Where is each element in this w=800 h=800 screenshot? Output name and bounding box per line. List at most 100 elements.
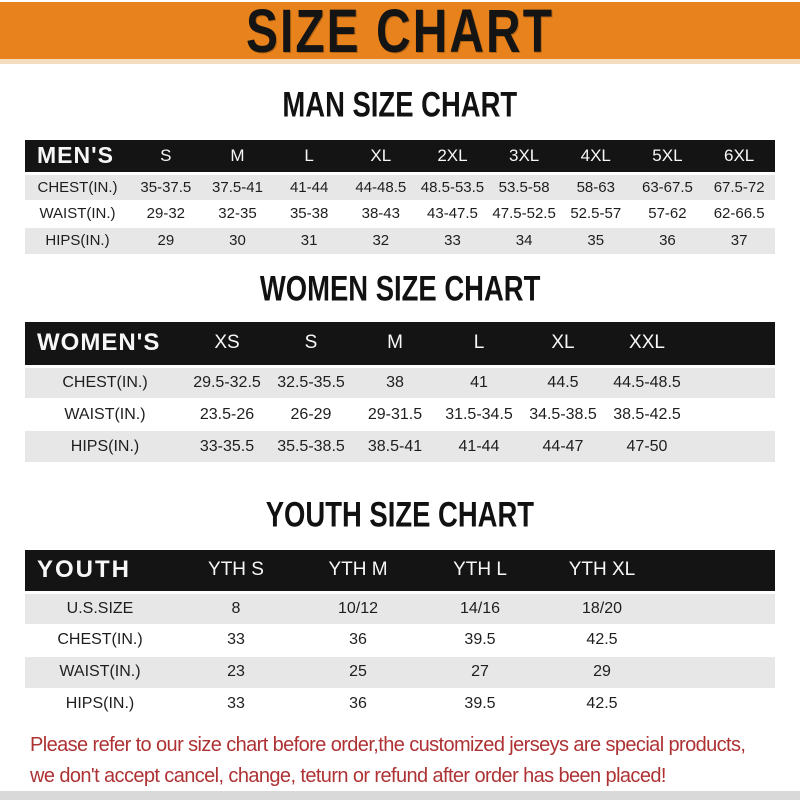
row-label: U.S.SIZE <box>25 592 175 625</box>
table-row: HIPS(IN.) 33 36 39.5 42.5 <box>25 688 775 721</box>
size-cell: 47-50 <box>605 430 689 463</box>
size-cell: 44-47 <box>521 430 605 463</box>
size-cell: 35.5-38.5 <box>269 430 353 463</box>
row-label: HIPS(IN.) <box>25 688 175 721</box>
size-cell: 41-44 <box>273 173 345 201</box>
table-header-label: YOUTH <box>25 550 175 594</box>
size-cell: 42.5 <box>541 624 663 657</box>
size-cell: 29-31.5 <box>353 398 437 431</box>
disclaimer-line-1: Please refer to our size chart before or… <box>30 733 746 756</box>
column-header: XS <box>185 321 269 368</box>
size-cell: 41 <box>437 366 521 399</box>
size-cell: 35-37.5 <box>130 173 202 201</box>
size-cell: 33 <box>175 688 297 721</box>
table-header-label: WOMEN'S <box>25 321 185 368</box>
size-cell: 30 <box>201 227 274 255</box>
column-header: M <box>353 321 437 368</box>
size-cell: 32 <box>344 227 417 255</box>
youth-size-section: YOUTH SIZE CHART YOUTH YTH S YTH M YTH L YTH… <box>0 495 800 721</box>
row-label: HIPS(IN.) <box>25 227 130 255</box>
size-cell: 44-48.5 <box>344 173 417 201</box>
column-header: YTH M <box>297 550 419 594</box>
size-cell: 38.5-42.5 <box>605 398 689 431</box>
row-label: WAIST(IN.) <box>25 200 130 228</box>
size-cell: 33-35.5 <box>185 430 269 463</box>
size-cell: 34 <box>488 227 560 255</box>
size-cell: 41-44 <box>437 430 521 463</box>
size-cell: 62-66.5 <box>703 200 775 228</box>
size-cell: 8 <box>175 592 297 625</box>
women-section-heading-text: WOMEN SIZE CHART <box>259 268 541 308</box>
column-header: L <box>437 321 521 368</box>
size-cell: 67.5-72 <box>703 173 775 201</box>
size-cell: 58-63 <box>559 173 632 201</box>
table-row: U.S.SIZE 8 10/12 14/16 18/20 <box>25 592 775 625</box>
table-header-row: YOUTH YTH S YTH M YTH L YTH XL <box>25 550 775 594</box>
size-cell: 44.5 <box>521 366 605 399</box>
size-cell: 27 <box>419 656 541 689</box>
table-header-label: MEN'S <box>25 140 130 175</box>
size-cell: 63-67.5 <box>631 173 704 201</box>
row-label: CHEST(IN.) <box>25 173 130 201</box>
size-cell: 39.5 <box>419 624 541 657</box>
size-cell: 29 <box>541 656 663 689</box>
table-row: CHEST(IN.) 33 36 39.5 42.5 <box>25 624 775 657</box>
table-row: WAIST(IN.) 29-32 32-35 35-38 38-43 43-47.5 47.… <box>25 200 775 228</box>
women-size-section: WOMEN SIZE CHART WOMEN'S XS S M L XL XXL CHEST(… <box>0 269 800 463</box>
column-header: S <box>130 140 202 175</box>
size-cell: 31.5-34.5 <box>437 398 521 431</box>
disclaimer-line-2: we don't accept cancel, change, teturn o… <box>30 764 666 787</box>
size-cell: 36 <box>631 227 704 255</box>
filler-cell <box>663 592 775 625</box>
filler-cell <box>689 398 775 431</box>
youth-section-heading: YOUTH SIZE CHART <box>0 495 800 534</box>
size-cell: 38.5-41 <box>353 430 437 463</box>
size-cell: 33 <box>416 227 489 255</box>
table-row: HIPS(IN.) 29 30 31 32 33 34 35 36 37 <box>25 227 775 255</box>
size-cell: 23 <box>175 656 297 689</box>
filler-cell <box>689 430 775 463</box>
size-cell: 29.5-32.5 <box>185 366 269 399</box>
size-cell: 32-35 <box>201 200 274 228</box>
page-title: SIZE CHART <box>245 0 555 65</box>
column-header: 6XL <box>703 140 775 175</box>
size-cell: 32.5-35.5 <box>269 366 353 399</box>
men-size-table: MEN'S S M L XL 2XL 3XL 4XL 5XL 6XL CHEST(IN.) 35-37… <box>25 140 775 255</box>
column-header: XXL <box>605 321 689 368</box>
banner: SIZE CHART <box>0 0 800 65</box>
column-header: M <box>201 140 274 175</box>
size-cell: 34.5-38.5 <box>521 398 605 431</box>
size-cell: 31 <box>273 227 345 255</box>
size-cell: 18/20 <box>541 592 663 625</box>
row-label: HIPS(IN.) <box>25 430 185 463</box>
size-cell: 36 <box>297 688 419 721</box>
column-header: YTH L <box>419 550 541 594</box>
size-cell: 36 <box>297 624 419 657</box>
man-size-section: MAN SIZE CHART MEN'S S M L XL 2XL 3XL 4XL 5XL 6XL… <box>0 85 800 255</box>
table-header-row: WOMEN'S XS S M L XL XXL <box>25 321 775 368</box>
size-cell: 10/12 <box>297 592 419 625</box>
size-cell: 42.5 <box>541 688 663 721</box>
column-header: 4XL <box>559 140 632 175</box>
size-cell: 47.5-52.5 <box>488 200 560 228</box>
size-cell: 37.5-41 <box>201 173 274 201</box>
size-cell: 26-29 <box>269 398 353 431</box>
column-header: YTH XL <box>541 550 663 594</box>
table-row: HIPS(IN.) 33-35.5 35.5-38.5 38.5-41 41-44 44-… <box>25 430 775 463</box>
youth-size-table: YOUTH YTH S YTH M YTH L YTH XL U.S.SIZE 8 10/12… <box>25 550 775 721</box>
column-header: 2XL <box>416 140 489 175</box>
size-cell: 53.5-58 <box>488 173 560 201</box>
size-cell: 48.5-53.5 <box>416 173 489 201</box>
column-header: 5XL <box>631 140 704 175</box>
table-row: CHEST(IN.) 35-37.5 37.5-41 41-44 44-48.5 48.5… <box>25 173 775 201</box>
size-cell: 14/16 <box>419 592 541 625</box>
column-header: L <box>273 140 345 175</box>
bottom-strip <box>0 791 800 800</box>
table-row: WAIST(IN.) 23 25 27 29 <box>25 656 775 689</box>
size-cell: 43-47.5 <box>416 200 489 228</box>
size-cell: 33 <box>175 624 297 657</box>
size-cell: 23.5-26 <box>185 398 269 431</box>
size-cell: 25 <box>297 656 419 689</box>
women-section-heading: WOMEN SIZE CHART <box>0 269 800 308</box>
size-cell: 38-43 <box>344 200 417 228</box>
